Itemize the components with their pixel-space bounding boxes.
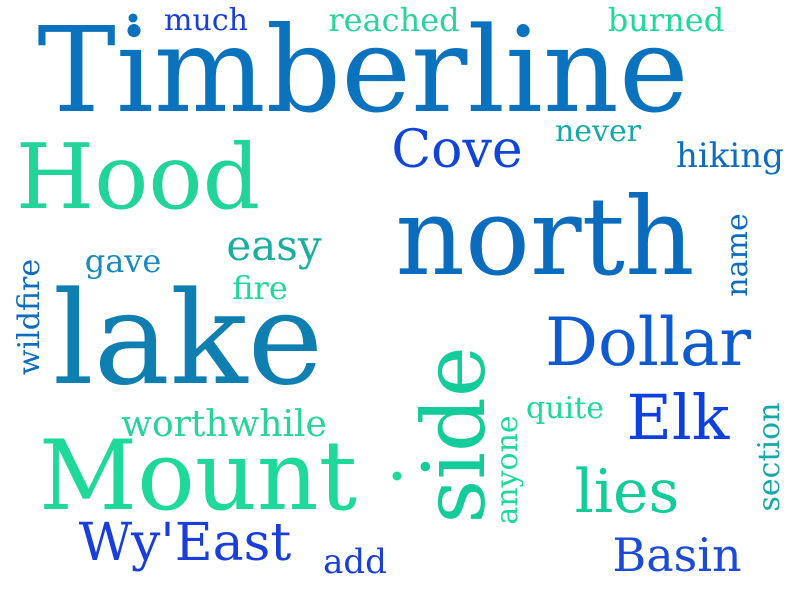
word-timberline: Timberline (37, 1, 689, 139)
word-basin: Basin (612, 528, 742, 582)
word-burned: burned (607, 1, 725, 39)
dot-green (392, 471, 402, 481)
dot-blue (128, 13, 138, 23)
word-side: side (405, 346, 505, 524)
word-dollar: Dollar (545, 304, 751, 381)
word-reached: reached (328, 1, 460, 39)
word-gave: gave (84, 242, 162, 280)
word-mount: Mount (38, 420, 358, 532)
word-hood: Hood (15, 125, 261, 230)
word-anyone: anyone (490, 415, 525, 525)
word-name: name (720, 213, 755, 297)
word-much: much (164, 3, 248, 38)
word-never: never (554, 114, 642, 149)
word-add: add (323, 542, 387, 582)
word-worthwhile: worthwhile (121, 404, 327, 445)
word-elk: Elk (626, 381, 730, 454)
word-wyeast: Wy'East (78, 513, 292, 573)
word-hiking: hiking (676, 136, 784, 176)
word-quite: quite (526, 391, 604, 426)
word-section: section (752, 402, 787, 512)
word-fire: fire (232, 269, 288, 307)
word-cove: Cove (391, 120, 523, 180)
word-easy: easy (226, 221, 322, 270)
word-lies: lies (574, 457, 680, 527)
word-wildfire: wildfire (12, 258, 47, 376)
word-north: north (395, 175, 695, 300)
word-lake: lake (52, 265, 324, 414)
